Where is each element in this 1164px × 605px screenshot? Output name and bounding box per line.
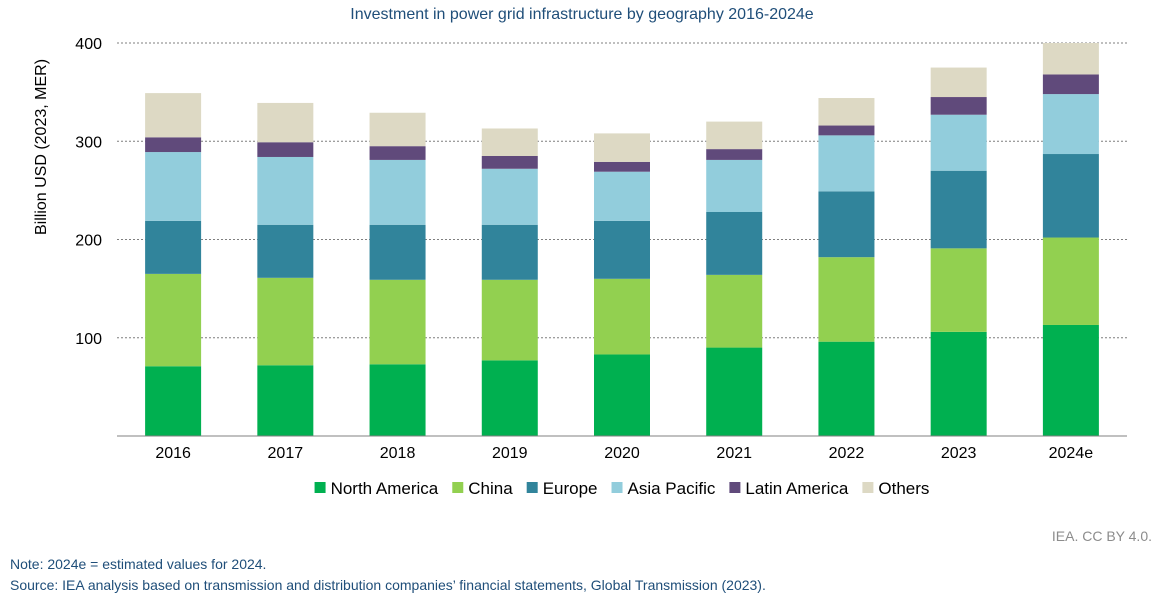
source-text: Source: IEA analysis based on transmissi… bbox=[10, 577, 766, 593]
stacked-bar-chart: Investment in power grid infrastructure … bbox=[33, 6, 1127, 498]
bar-segment-europe bbox=[706, 211, 763, 275]
bar-segment-others bbox=[481, 128, 538, 156]
bar-segment-others bbox=[594, 133, 650, 162]
legend-label: China bbox=[468, 479, 513, 498]
legend-label: Europe bbox=[543, 479, 598, 498]
bar-segment-asia-pacific bbox=[1042, 94, 1099, 155]
bar-segment-north-america bbox=[706, 347, 763, 436]
legend-item: Asia Pacific bbox=[611, 479, 716, 498]
chart-title: Investment in power grid infrastructure … bbox=[350, 6, 813, 23]
bar-segment-others bbox=[1042, 43, 1099, 75]
bar-segment-latin-america bbox=[594, 161, 650, 172]
bar-segment-north-america bbox=[1042, 324, 1099, 436]
bar-segment-europe bbox=[818, 191, 875, 258]
legend-item: Europe bbox=[526, 479, 598, 498]
bar-segment-europe bbox=[369, 224, 426, 280]
legend-swatch bbox=[729, 482, 741, 493]
x-tick-label: 2019 bbox=[492, 445, 528, 462]
y-axis-ticks: 100 200 300 400 bbox=[75, 36, 102, 348]
x-tick-label: 2022 bbox=[829, 445, 865, 462]
y-tick-label: 300 bbox=[75, 134, 102, 151]
bar-segment-china bbox=[594, 278, 650, 355]
bar-segment-europe bbox=[481, 224, 538, 280]
bar-segment-asia-pacific bbox=[930, 114, 987, 171]
x-tick-label: 2017 bbox=[268, 445, 304, 462]
bar-segment-china bbox=[706, 274, 763, 348]
legend-swatch bbox=[314, 482, 326, 493]
bar-segment-latin-america bbox=[930, 97, 987, 115]
bar-segment-others bbox=[706, 121, 763, 150]
legend-label: Latin America bbox=[745, 479, 849, 498]
bar-segment-latin-america bbox=[257, 142, 314, 157]
bar-segment-china bbox=[1042, 237, 1099, 325]
x-tick-label: 2018 bbox=[380, 445, 416, 462]
legend-item: North America bbox=[314, 479, 439, 498]
bar-segment-north-america bbox=[930, 331, 987, 436]
bar-segment-asia-pacific bbox=[818, 135, 875, 192]
bar-segment-others bbox=[257, 102, 314, 143]
bar-segment-china bbox=[818, 257, 875, 342]
bar-segment-north-america bbox=[594, 354, 650, 436]
bar-segment-china bbox=[145, 273, 202, 367]
bar-segment-europe bbox=[257, 224, 314, 278]
bar-segment-europe bbox=[1042, 154, 1099, 238]
legend-label: North America bbox=[331, 479, 439, 498]
y-tick-label: 400 bbox=[75, 36, 102, 53]
bar-segment-north-america bbox=[369, 364, 426, 436]
legend-swatch bbox=[611, 482, 623, 493]
x-tick-label: 2016 bbox=[155, 445, 191, 462]
bar-segment-others bbox=[369, 112, 426, 147]
bar-segment-china bbox=[257, 277, 314, 366]
bar-segment-asia-pacific bbox=[594, 171, 650, 221]
credit-text: IEA. CC BY 4.0. bbox=[1051, 528, 1152, 544]
bar-segment-europe bbox=[594, 220, 650, 279]
bar-segment-latin-america bbox=[145, 137, 202, 153]
bar-segment-others bbox=[818, 98, 875, 126]
legend-swatch bbox=[452, 482, 464, 493]
bar-segment-others bbox=[930, 67, 987, 98]
bar-segment-latin-america bbox=[706, 149, 763, 160]
bar-segment-north-america bbox=[145, 366, 202, 436]
legend-item: Latin America bbox=[729, 479, 849, 498]
legend-item: China bbox=[452, 479, 513, 498]
bar-segment-asia-pacific bbox=[145, 152, 202, 221]
legend-label: Others bbox=[878, 479, 929, 498]
bar-segment-asia-pacific bbox=[706, 159, 763, 212]
legend-item: Others bbox=[862, 479, 929, 498]
bar-segment-others bbox=[145, 93, 202, 138]
bar-segment-china bbox=[930, 248, 987, 332]
bar-segment-north-america bbox=[818, 341, 875, 436]
y-axis-label: Billion USD (2023, MER) bbox=[33, 59, 50, 235]
note-text: Note: 2024e = estimated values for 2024. bbox=[10, 556, 267, 572]
x-tick-label: 2020 bbox=[604, 445, 640, 462]
bar-segment-north-america bbox=[481, 360, 538, 436]
bar-segment-china bbox=[369, 279, 426, 365]
bar-segment-north-america bbox=[257, 365, 314, 436]
bar-segment-latin-america bbox=[1042, 74, 1099, 95]
legend: North America China Europe Asia Pacific Lati… bbox=[314, 479, 929, 498]
y-tick-label: 100 bbox=[75, 331, 102, 348]
bar-segment-asia-pacific bbox=[481, 168, 538, 225]
bar-segment-asia-pacific bbox=[257, 156, 314, 225]
x-tick-label: 2023 bbox=[941, 445, 977, 462]
legend-label: Asia Pacific bbox=[628, 479, 716, 498]
x-tick-label: 2024e bbox=[1049, 445, 1094, 462]
bar-segment-latin-america bbox=[369, 146, 426, 160]
bar-segment-latin-america bbox=[481, 155, 538, 169]
bars bbox=[145, 43, 1099, 436]
bar-segment-latin-america bbox=[818, 125, 875, 136]
legend-swatch bbox=[862, 482, 874, 493]
x-axis-ticks: 2016 2017 2018 2019 2020 2021 2022 2023 2024e bbox=[155, 445, 1093, 462]
bar-segment-asia-pacific bbox=[369, 159, 426, 225]
x-tick-label: 2021 bbox=[716, 445, 752, 462]
bar-segment-europe bbox=[930, 170, 987, 249]
legend-swatch bbox=[526, 482, 538, 493]
bar-segment-europe bbox=[145, 220, 202, 274]
bar-segment-china bbox=[481, 279, 538, 361]
y-tick-label: 200 bbox=[75, 233, 102, 250]
